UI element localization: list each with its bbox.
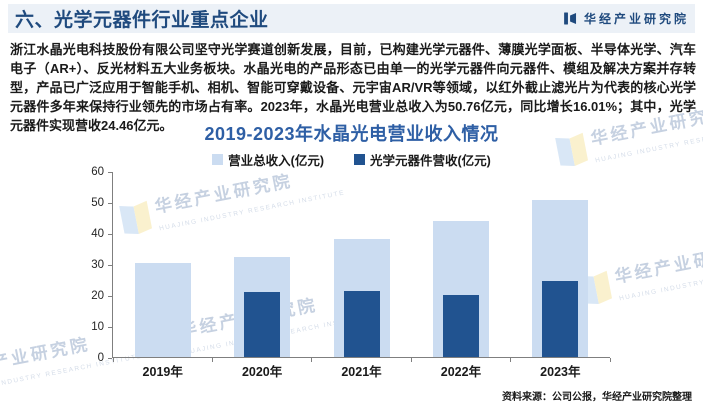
- category-2022年: 2022年: [411, 172, 510, 379]
- y-axis-tick-label: 60: [91, 166, 104, 178]
- x-axis-label: 2019年: [142, 365, 183, 379]
- y-axis-tick-label: 50: [91, 197, 104, 209]
- x-axis-tick-mark: [112, 358, 114, 362]
- y-axis-tick-label: 0: [97, 352, 104, 364]
- legend-swatch-icon: [212, 154, 224, 165]
- legend-label: 光学元器件营收(亿元): [370, 154, 491, 168]
- y-axis-tick-mark: [108, 171, 112, 173]
- y-axis-tick-label: 40: [91, 228, 104, 240]
- x-axis-tick-mark: [311, 358, 313, 362]
- x-axis-tick-mark: [510, 358, 512, 362]
- legend-label: 营业总收入(亿元): [228, 154, 324, 168]
- bar-optical-revenue-2022年: [442, 295, 479, 357]
- y-axis-tick-mark: [108, 295, 112, 297]
- bar-optical-revenue-2023年: [542, 281, 579, 357]
- legend-swatch-icon: [354, 154, 365, 165]
- x-axis-label: 2021年: [341, 365, 382, 379]
- bar-chart-cells: 2019年 2020年 2021年 2022年 2023年: [113, 172, 610, 379]
- x-axis-label: 2023年: [540, 365, 581, 379]
- category-2019年: 2019年: [113, 172, 212, 379]
- huajing-logo-icon: [564, 12, 577, 25]
- y-axis-tick-label: 30: [91, 259, 104, 271]
- y-axis-tick-mark: [108, 233, 112, 235]
- header-band: 六、光学元器件行业重点企业 华经产业研究院: [8, 4, 695, 33]
- bar-optical-revenue-2020年: [244, 292, 281, 357]
- x-axis-tick-mark: [609, 358, 611, 362]
- bar-optical-revenue-2021年: [343, 291, 380, 357]
- chart-title: 2019-2023年水晶光电营业收入情况: [204, 124, 499, 144]
- y-axis-tick-mark: [108, 202, 112, 204]
- x-axis-label: 2022年: [440, 365, 482, 379]
- org-logo-text: 华经产业研究院: [583, 12, 689, 26]
- x-axis-tick-mark: [211, 358, 213, 362]
- y-axis-tick-mark: [108, 264, 112, 266]
- category-2021年: 2021年: [312, 172, 411, 379]
- bar-chart-plot-area: 2019年 2020年 2021年 2022年 2023年 0 10 20 30 40 50 60: [91, 166, 611, 379]
- page-title: 六、光学元器件行业重点企业: [15, 10, 269, 31]
- source-note: 资料来源：公司公报，华经产业研究院整理: [502, 392, 692, 403]
- body-paragraph: 浙江水晶光电科技股份有限公司坚守光学赛道创新发展，目前，已构建光学元器件、薄膜光…: [10, 42, 696, 133]
- y-axis-tick-label: 10: [91, 321, 104, 333]
- watermark-text: 华经产业研究院: [613, 241, 703, 287]
- x-axis-label: 2020年: [241, 365, 283, 379]
- bar-total-revenue-2019年: [134, 263, 191, 357]
- watermark-subtext: HUAJING INDUSTRY RESEARCH INSTITUTE: [618, 259, 703, 303]
- chart-legend: 营业总收入(亿元) 光学元器件营收(亿元): [0, 150, 703, 169]
- category-2020年: 2020年: [212, 172, 311, 379]
- y-axis-tick-mark: [108, 326, 112, 328]
- legend-item-0: 营业总收入(亿元): [212, 150, 324, 169]
- x-axis-tick-mark: [410, 358, 412, 362]
- legend-item-1: 光学元器件营收(亿元): [354, 150, 491, 169]
- y-axis-tick-label: 20: [91, 290, 104, 302]
- org-logo: 华经产业研究院: [562, 10, 689, 27]
- category-2023年: 2023年: [511, 172, 610, 379]
- y-axis-tick-mark: [108, 357, 112, 359]
